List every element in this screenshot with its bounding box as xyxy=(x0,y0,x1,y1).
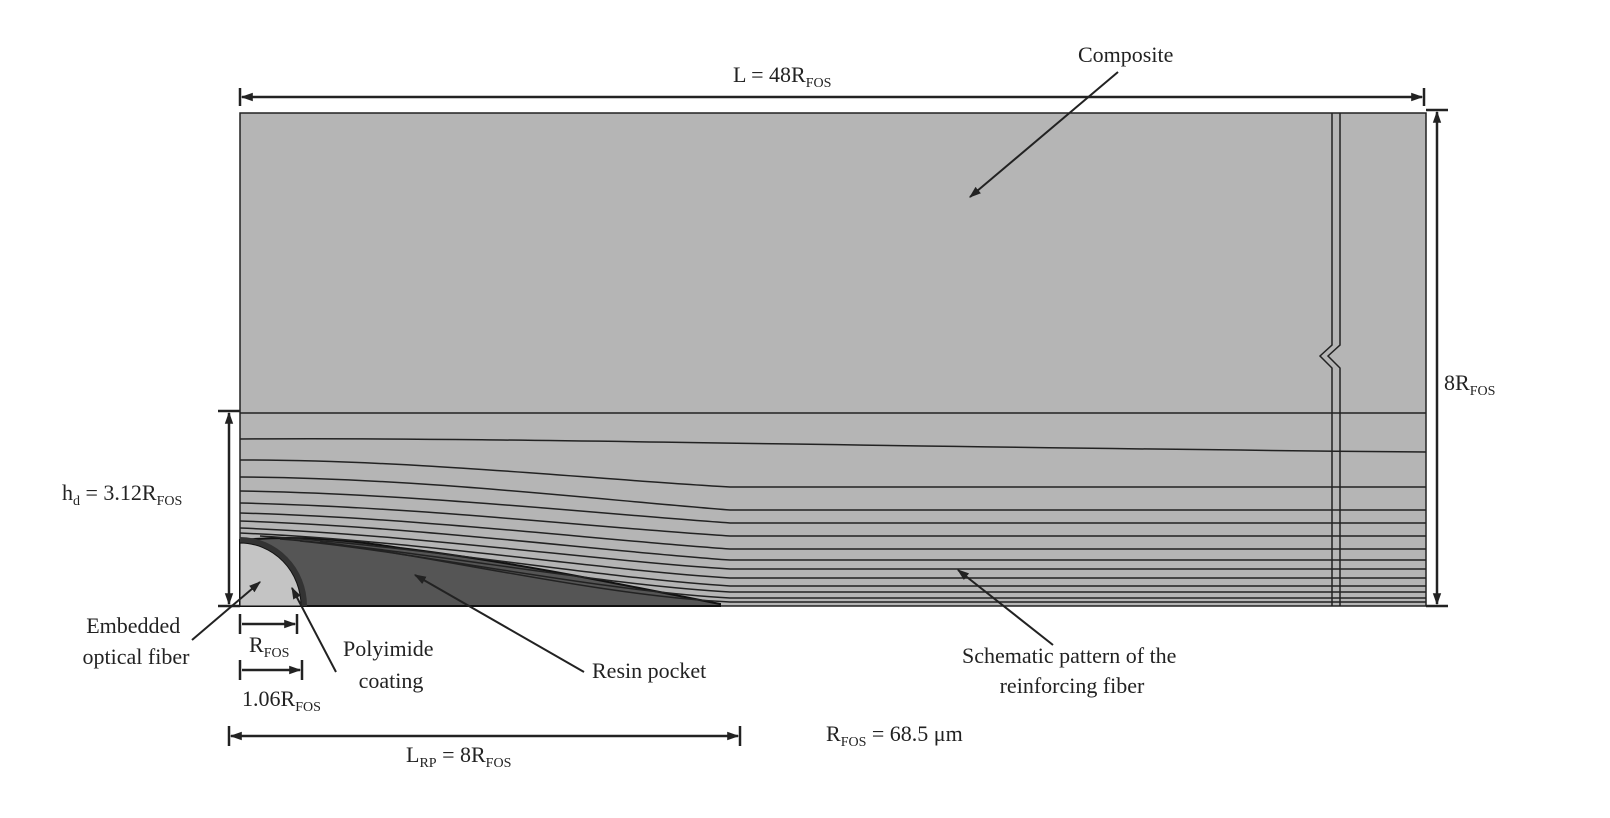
fiber-radius-label: RFOS xyxy=(249,632,289,661)
ply-line xyxy=(239,437,1427,453)
coating-radius-dimension xyxy=(238,660,304,680)
composite-arrow xyxy=(969,71,1119,198)
ply-line xyxy=(239,502,1426,537)
ply-lines xyxy=(239,412,1427,603)
coating-radius-label: 1.06RFOS xyxy=(242,686,321,715)
rfos-value-label: RFOS = 68.5 μm xyxy=(826,721,963,750)
embedded-fiber-label: Embedded optical fiber xyxy=(83,613,191,669)
ply-line xyxy=(259,535,1426,587)
pocket-length-label: LRP = 8RFOS xyxy=(406,742,511,771)
ply-line xyxy=(299,540,1426,599)
ply-line xyxy=(239,527,1426,570)
delamination-height-dimension xyxy=(218,409,240,608)
height-label: 8RFOS xyxy=(1444,370,1495,399)
ply-line xyxy=(239,459,1426,488)
polyimide-label: Polyimide coating xyxy=(343,636,439,693)
ply-line xyxy=(239,476,1426,511)
ply-line xyxy=(239,512,1426,550)
ply-line xyxy=(319,541,1426,603)
pocket-length-dimension xyxy=(227,726,742,746)
resin-pocket-label: Resin pocket xyxy=(592,658,706,683)
embedded-fiber-arrow xyxy=(191,581,261,641)
reinforcing-label: Schematic pattern of the reinforcing fib… xyxy=(962,643,1182,698)
ply-line xyxy=(239,520,1426,561)
fiber-radius-dimension xyxy=(238,614,299,634)
height-dimension xyxy=(1426,108,1448,608)
reinforcing-fiber-pattern xyxy=(1318,113,1341,606)
polyimide-arrow xyxy=(291,586,337,673)
reinforcing-arrow xyxy=(957,569,1054,646)
composite-label: Composite xyxy=(1078,42,1173,67)
resin-pocket-arrow xyxy=(413,574,585,673)
length-dimension xyxy=(238,88,1426,106)
ply-line xyxy=(239,490,1426,524)
length-label: L = 48RFOS xyxy=(733,62,831,91)
delamination-height-label: hd = 3.12RFOS xyxy=(62,480,182,509)
ply-line xyxy=(239,532,1426,579)
